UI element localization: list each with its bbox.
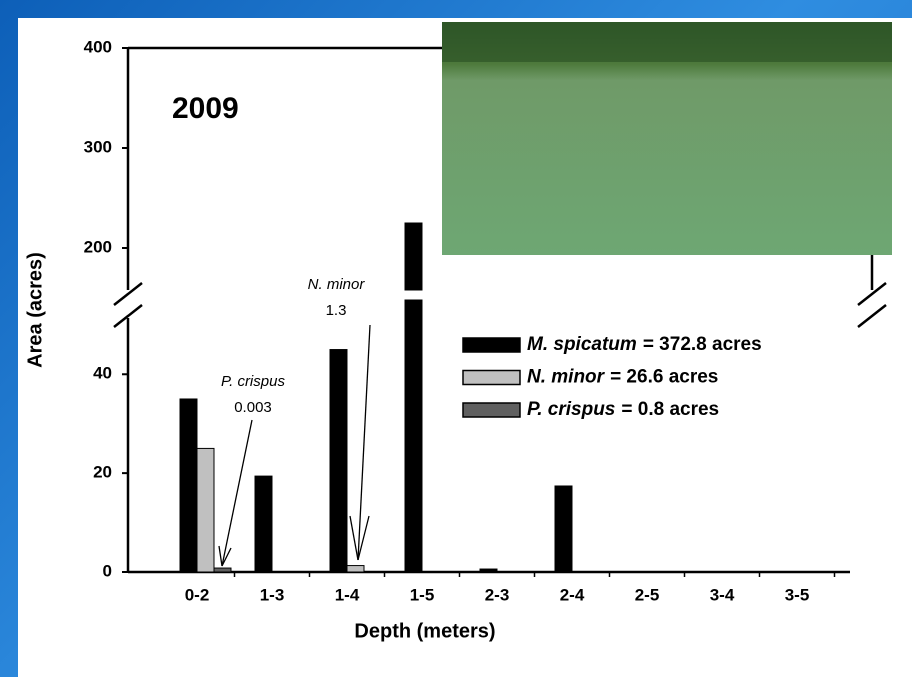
- annotation: P. crispus: [221, 373, 285, 390]
- bar: [214, 568, 231, 572]
- legend-label: M. spicatum = 372.8 acres: [527, 334, 762, 355]
- bar: [405, 300, 422, 572]
- x-tick-label: 3-5: [785, 585, 810, 604]
- bar: [197, 448, 214, 572]
- legend-total: = 0.8 acres: [621, 399, 719, 420]
- legend-name: P. crispus: [527, 399, 615, 420]
- legend-swatch: [463, 338, 520, 352]
- bar: [255, 476, 272, 572]
- y-tick-label: 400: [84, 37, 112, 56]
- x-tick-label: 3-4: [710, 585, 735, 604]
- photo-shore: [442, 22, 892, 62]
- x-axis-title: Depth (meters): [354, 620, 495, 642]
- chart: 0 20 40 200 300 400 0-2 1-3 1-4 1-5 2-3 2-4 2-5 3-4 3-…: [0, 0, 912, 677]
- legend-label: N. minor= 26.6 acres: [527, 367, 718, 388]
- x-tick-label: 2-5: [635, 585, 660, 604]
- x-tick-label: 1-3: [260, 585, 285, 604]
- bar: [180, 399, 197, 572]
- y-tick-label: 40: [93, 364, 112, 383]
- legend-label: P. crispus = 0.8 acres: [527, 399, 719, 420]
- x-tick-label: 1-4: [335, 585, 360, 604]
- bar: [330, 350, 347, 572]
- bar: [347, 566, 364, 572]
- x-tick-label: 2-3: [485, 585, 510, 604]
- year-label: 2009: [172, 92, 239, 125]
- legend-name: M. spicatum: [527, 334, 637, 355]
- y-tick-label: 200: [84, 237, 112, 256]
- y-tick-label: 0: [103, 561, 112, 580]
- bar: [555, 486, 572, 572]
- y-tick-label: 20: [93, 463, 112, 482]
- y-tick-label: 300: [84, 137, 112, 156]
- annotation: 1.3: [326, 302, 347, 319]
- x-tick-label: 1-5: [410, 585, 435, 604]
- y-axis-title: Area (acres): [24, 252, 46, 368]
- x-tick-label: 2-4: [560, 585, 585, 604]
- bar: [405, 223, 422, 290]
- legend-swatch: [463, 371, 520, 385]
- annotation: N. minor: [308, 276, 366, 293]
- legend-total: = 26.6 acres: [610, 367, 718, 388]
- legend-total: = 372.8 acres: [643, 334, 762, 355]
- annotation: 0.003: [234, 399, 272, 416]
- bar: [480, 569, 497, 572]
- legend-name: N. minor: [527, 367, 606, 388]
- legend-swatch: [463, 403, 520, 417]
- x-tick-label: 0-2: [185, 585, 210, 604]
